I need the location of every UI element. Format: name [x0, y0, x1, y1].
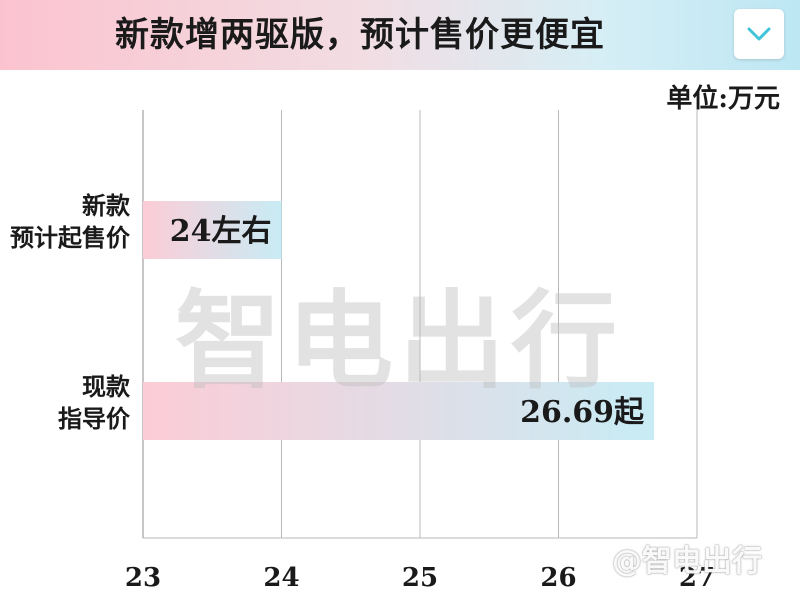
category-label: 新款 — [82, 191, 131, 220]
bar — [143, 201, 282, 259]
watermark-text: 智电出行 — [175, 280, 623, 403]
category-label: 指导价 — [58, 404, 131, 433]
tick-label: 23 — [125, 563, 161, 593]
header-banner: 新款增两驱版，预计售价更便宜 — [0, 0, 800, 70]
dropdown-button[interactable] — [734, 9, 784, 59]
category-label: 预计起售价 — [10, 223, 131, 252]
tick-label: 24 — [263, 563, 299, 593]
bar — [143, 382, 655, 440]
watermark-small: @智电出行 — [612, 544, 762, 579]
tick-label: 25 — [402, 563, 438, 593]
watermark: 智电出行 — [175, 255, 623, 409]
data-label: 26.69起 — [520, 395, 645, 430]
page-title: 新款增两驱版，预计售价更便宜 — [115, 15, 605, 55]
tick-label: 26 — [540, 563, 576, 593]
unit-label: 单位:万元 — [666, 84, 780, 114]
data-label: 24左右 — [170, 214, 272, 249]
tick-label: 27 — [679, 563, 715, 593]
chevron-down-icon — [747, 27, 771, 41]
category-label: 现款 — [82, 372, 131, 401]
